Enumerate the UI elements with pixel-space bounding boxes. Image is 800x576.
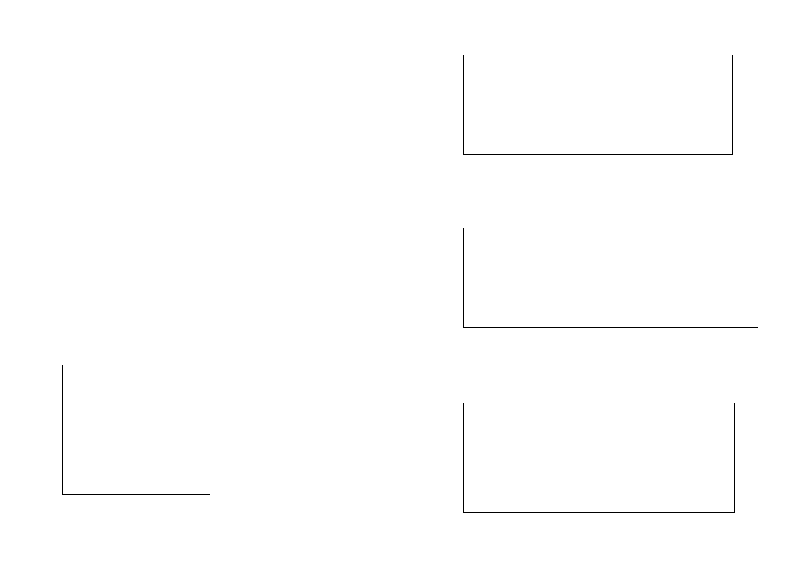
d-plot	[463, 55, 733, 155]
barchart-f	[415, 375, 790, 565]
colorbar-c-gradient	[230, 40, 240, 90]
colorbar-c	[230, 40, 240, 90]
barchart-b	[22, 335, 212, 540]
colorbar-a	[148, 45, 158, 91]
colorbar-a-gradient	[148, 45, 158, 91]
b-plot	[62, 365, 210, 495]
colorbar-c-ticks	[212, 40, 228, 90]
barchart-e	[415, 200, 790, 360]
barchart-d	[415, 10, 790, 180]
f-plot	[463, 403, 735, 513]
e-plot	[463, 228, 758, 328]
